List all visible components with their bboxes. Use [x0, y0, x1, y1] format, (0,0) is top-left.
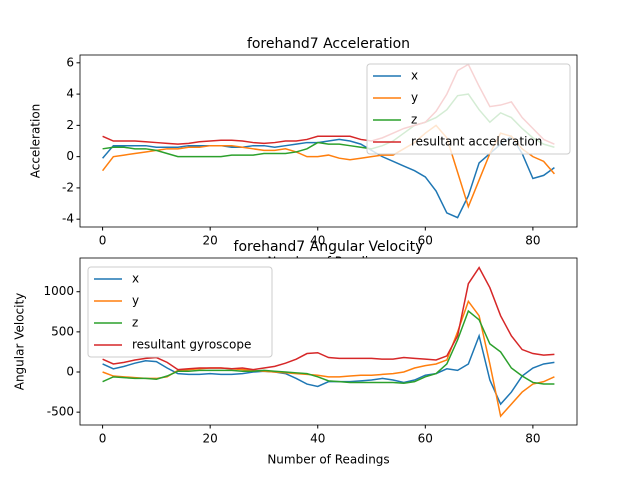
axes-frame	[79, 257, 578, 426]
series-line	[102, 266, 555, 371]
legend-label: x	[132, 272, 139, 286]
legend-label: resultant gyroscope	[132, 338, 251, 352]
series-line	[102, 135, 555, 219]
legend: xyz resultant gyroscope	[87, 266, 273, 358]
chart-title: forehand7 Angular Velocity	[234, 239, 424, 255]
y-tick-label: 1000	[43, 284, 74, 298]
x-tick-label: 40	[310, 432, 325, 446]
y-tick-label: 0	[66, 149, 74, 163]
y-tick-label: 0	[66, 365, 74, 379]
axes-frame	[79, 54, 578, 228]
x-tick-label: 80	[525, 432, 540, 446]
legend-label: y	[411, 91, 418, 105]
chart-title: forehand7 Acceleration	[247, 36, 410, 52]
x-tick-label: 40	[310, 234, 325, 248]
series-line	[102, 309, 555, 385]
x-axis-label: Number of Readings	[267, 453, 389, 467]
x-tick-label: 80	[525, 234, 540, 248]
y-tick-label: 6	[66, 55, 74, 69]
series-line	[102, 333, 555, 406]
legend-box	[366, 63, 571, 155]
legend-label: x	[411, 69, 418, 83]
x-tick-label: 60	[418, 234, 433, 248]
y-tick-label: -500	[47, 405, 74, 419]
y-tick-label: -2	[62, 180, 74, 194]
legend-label: z	[132, 316, 138, 330]
x-tick-label: 60	[418, 432, 433, 446]
legend-label: z	[411, 113, 417, 127]
y-tick-label: 500	[51, 324, 74, 338]
y-tick-label: 2	[66, 118, 74, 132]
legend-label: resultant acceleration	[411, 135, 542, 149]
y-axis-label: Acceleration	[29, 104, 43, 179]
legend: xyz resultant acceleration	[366, 63, 571, 155]
series-line	[102, 299, 555, 418]
y-axis-label: Angular Velocity	[13, 293, 27, 391]
x-tick-label: 0	[99, 234, 107, 248]
legend-label: y	[132, 294, 139, 308]
series-line	[101, 124, 555, 209]
y-tick-label: 4	[66, 87, 74, 101]
x-tick-label: 20	[203, 432, 218, 446]
x-tick-label: 0	[99, 432, 107, 446]
x-tick-label: 20	[203, 234, 218, 248]
y-tick-label: -4	[62, 212, 74, 226]
legend-box	[87, 266, 273, 358]
